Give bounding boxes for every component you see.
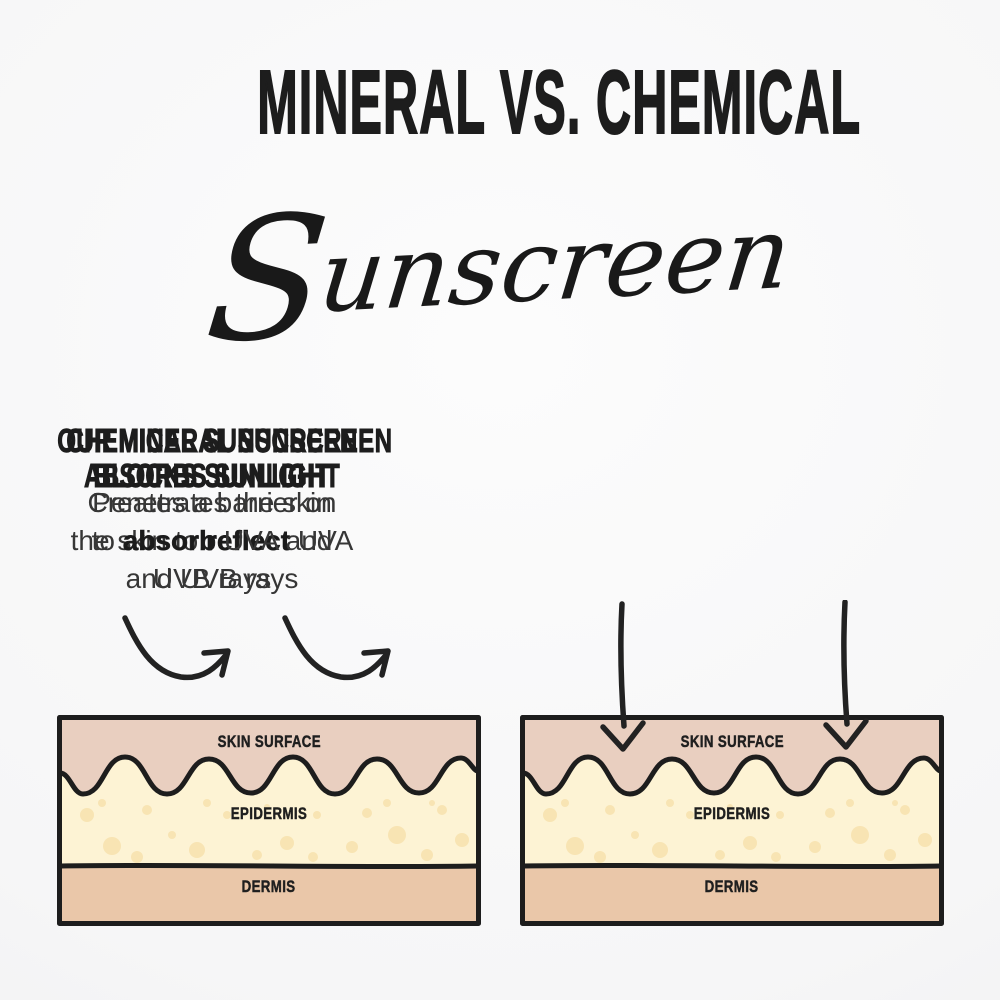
chemical-line2-post: UVA and [216,525,333,556]
mineral-description-line2: the skin to reflect UVA [0,522,424,560]
mineral-description-line1: Creates a barrier on [87,487,337,518]
epidermis-label: EPIDERMIS [693,804,771,824]
chemical-heading: CHEMICAL SUNSCREEN ABSORBS SUNLIGHT [0,422,424,495]
chemical-description-line3: UVB rays [152,563,272,594]
mineral-line2-pre: the skin to [70,525,207,556]
script-subtitle-rest: unscreen [314,194,797,336]
chemical-description-line1: Penetrates the skin [92,487,332,518]
mineral-heading: OUR MINERAL SUNSCREEN BLOCKS SUNLIGHT [0,422,424,495]
mineral-description-line3: and UVB rays [125,563,299,594]
skin-layers-drawing [520,715,944,926]
dermis-label: DERMIS [705,877,759,897]
mineral-column: OUR MINERAL SUNSCREEN BLOCKS SUNLIGHT Cr… [0,396,424,656]
reflect-bounce-arrows-icon [122,615,391,681]
chemical-description-line2: to absorb UVA and [0,522,424,560]
mineral-line2-post: UVA [290,525,354,556]
mineral-heading-line2: BLOCKS SUNLIGHT [93,457,331,495]
mineral-heading-line1: OUR MINERAL SUNSCREEN [57,422,393,460]
skin-layers-drawing [57,715,481,926]
chemical-line2-bold-word: absorb [122,525,217,557]
chemical-column: CHEMICAL SUNSCREEN ABSORBS SUNLIGHT Pene… [0,396,424,656]
script-subtitle: Sunscreen [0,132,1000,404]
script-subtitle-text: Sunscreen [195,117,805,419]
chemical-heading-line1: CHEMICAL SUNSCREEN [66,422,358,460]
mineral-line2-bold-word: reflect [206,525,291,557]
skin-surface-label: SKIN SURFACE [680,732,784,752]
main-title: MINERAL VS. CHEMICAL [0,53,1000,153]
chemical-description: Penetrates the skin to absorb UVA and UV… [0,484,424,598]
chemical-line2-pre: to [91,525,123,556]
skin-surface-label: SKIN SURFACE [217,732,321,752]
script-subtitle-initial: S [198,178,332,382]
skin-diagram-mineral: SKIN SURFACE EPIDERMIS DERMIS [57,715,481,926]
absorb-down-arrows-icon [600,600,869,752]
epidermis-label: EPIDERMIS [230,804,308,824]
mineral-description: Creates a barrier on the skin to reflect… [0,484,424,598]
main-title-text: MINERAL VS. CHEMICAL [257,53,862,153]
dermis-label: DERMIS [242,877,296,897]
chemical-heading-line2: ABSORBS SUNLIGHT [83,457,341,495]
skin-diagram-chemical: SKIN SURFACE EPIDERMIS DERMIS [520,715,944,926]
